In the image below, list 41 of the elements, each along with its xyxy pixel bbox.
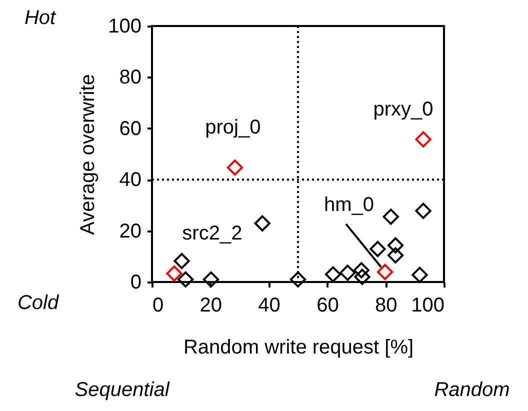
x-tick-label: 0 bbox=[152, 294, 164, 316]
point bbox=[415, 131, 432, 148]
point bbox=[354, 268, 370, 285]
text: Sequential bbox=[74, 379, 170, 401]
point bbox=[226, 159, 243, 176]
point bbox=[166, 265, 182, 282]
point bbox=[370, 240, 386, 258]
point bbox=[387, 237, 404, 254]
point bbox=[254, 215, 270, 232]
annotation: hm_0 bbox=[324, 194, 374, 216]
point bbox=[353, 262, 370, 278]
point bbox=[412, 266, 428, 283]
y-tick-label: 80 bbox=[119, 66, 142, 89]
x-tick-label: 60 bbox=[316, 294, 339, 316]
y-tick-label: 100 bbox=[108, 16, 142, 38]
x-tick-label: 40 bbox=[258, 294, 280, 316]
annotation: proj_0 bbox=[205, 116, 261, 139]
point bbox=[202, 271, 220, 288]
x-axis-title: Random write request [%] bbox=[183, 336, 414, 358]
y-tick-label: 0 bbox=[130, 272, 142, 294]
point bbox=[290, 271, 306, 288]
point bbox=[376, 264, 394, 280]
x-tick-label: 100 bbox=[411, 294, 444, 316]
x-tick-label: 20 bbox=[200, 294, 222, 316]
point bbox=[178, 271, 194, 288]
point bbox=[324, 266, 342, 282]
annotation: prxy_0 bbox=[373, 98, 434, 120]
point bbox=[382, 208, 399, 225]
y-axis-title: Average overwrite bbox=[77, 74, 100, 235]
point bbox=[387, 247, 404, 264]
text: Random bbox=[434, 379, 510, 401]
y-tick-label: 40 bbox=[119, 169, 142, 192]
y-tick-label: 60 bbox=[119, 118, 142, 140]
text: Cold bbox=[17, 292, 60, 314]
annotation: src2_2 bbox=[182, 222, 242, 245]
point bbox=[415, 202, 432, 219]
y-tick-label: 20 bbox=[119, 220, 142, 242]
x-tick-label: 80 bbox=[374, 294, 398, 316]
point bbox=[174, 252, 190, 270]
point bbox=[340, 264, 356, 281]
text: Hot bbox=[24, 7, 58, 29]
